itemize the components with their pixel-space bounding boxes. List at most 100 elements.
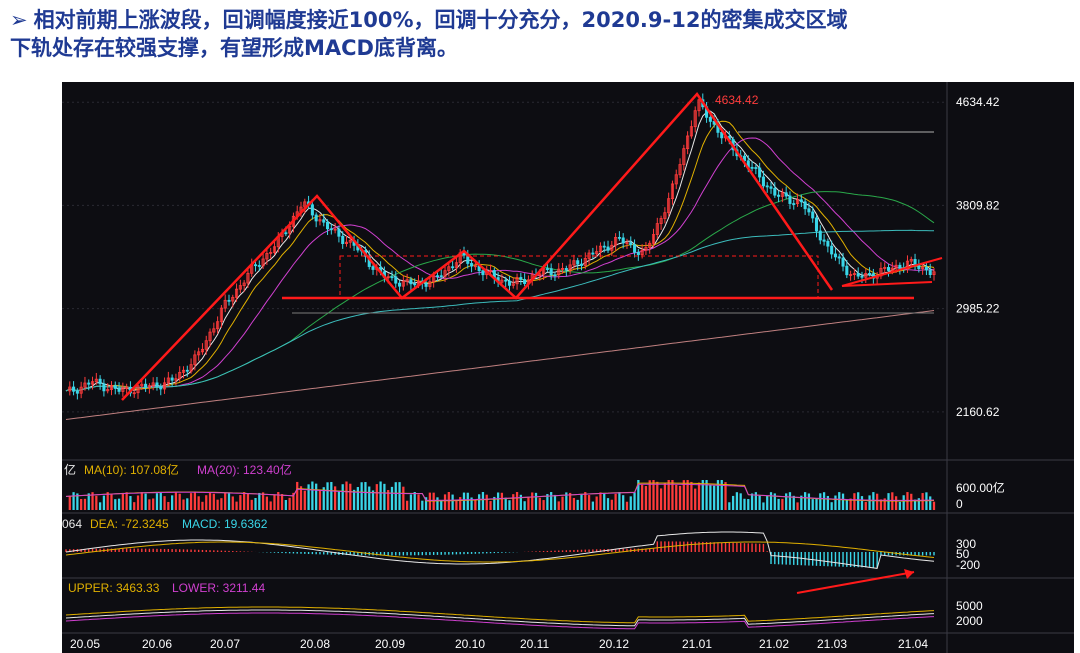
candle-body [333,228,337,231]
candle-body [523,279,527,284]
volume-ma20-line [65,483,935,501]
volume-bar [197,496,200,510]
ma250-line [65,310,935,420]
candle-body [117,388,121,392]
candle-body [447,266,451,272]
volume-bar [902,495,905,510]
volume-bar [629,496,632,510]
volume-bar [459,497,462,510]
x-tick-label: 20.07 [210,637,240,651]
candle-body [87,382,91,385]
candle-body [451,266,455,269]
volume-bar [728,502,731,510]
candle-body [424,282,428,287]
candle-body [561,268,565,270]
volume-bar [853,493,856,510]
volume-bar [163,496,166,510]
volume-bar [534,492,538,510]
volume-bar [250,499,253,510]
volume-bar [580,493,583,510]
volume-bar [205,495,208,510]
x-tick-label: 21.04 [898,637,928,651]
candle-body [655,223,659,235]
volume-bar [288,497,291,510]
candle-body [678,164,682,176]
volume-bar [413,492,416,510]
volume-bar [894,496,898,510]
volume-bar [235,501,238,510]
volume-bar [838,492,841,510]
volume-bar [792,495,795,510]
candle-body [98,378,102,385]
candle-body [470,263,474,267]
volume-bar [709,485,712,510]
candle-body [504,279,508,282]
boll-lower-label: LOWER: 3211.44 [172,581,265,595]
volume-bar [102,495,106,510]
volume-bar [387,490,390,510]
macd-dea-line [65,541,935,563]
volume-bar [231,496,234,510]
macd-tick-50: 50 [956,547,970,561]
candle-body [777,194,781,197]
volume-bar [360,482,363,510]
candle-body [754,167,758,169]
candle-body [595,251,599,255]
candle-body [780,192,784,197]
candle-body [720,131,724,139]
volume-bar [114,499,117,510]
volume-tick-600: 600.00亿 [956,480,1005,495]
candle-body [166,377,170,384]
volume-bar [826,495,830,510]
candle-body [185,369,189,372]
volume-bar [189,493,193,510]
volume-bar [713,485,716,510]
candle-body [253,264,258,267]
volume-bar [273,494,276,510]
x-tick-label: 20.10 [455,637,485,651]
candle-body [856,273,860,277]
divergence-arrow-line [796,571,915,594]
volume-bar [515,492,519,510]
peak-price-label: 4634.42 [715,93,759,107]
candle-body [651,234,656,244]
headline: ➢ 相对前期上涨波段，回调幅度接近100%，回调十分充分，2020.9-12的密集… [10,6,1076,62]
candle-body [481,270,485,276]
volume-bar [398,482,401,510]
candle-body [216,321,220,330]
candle-body [435,275,439,278]
candle-body [113,385,117,389]
candle-body [386,276,390,279]
volume-bar [686,480,689,510]
volume-bar [565,492,568,510]
volume-bar [277,492,280,510]
volume-bar [110,493,113,510]
candle-body [329,228,333,231]
candle-body [883,267,887,269]
candle-body [557,268,561,276]
volume-bar [326,482,329,510]
x-tick-label: 20.11 [520,637,549,651]
volume-bar [883,498,886,510]
candle-body [500,279,504,283]
volume-bar [212,493,215,510]
boll-upper-label: UPPER: 3463.33 [68,581,160,595]
volume-bar [932,501,936,510]
volume-bar [766,495,769,510]
volume-bar [474,500,477,510]
candle-body [538,273,542,276]
volume-bar [201,501,204,510]
candle-body [102,383,106,392]
boll-upper-line [65,606,935,624]
macd-dif-line [65,531,935,569]
volume-bar [614,493,617,510]
candle-body [803,201,807,210]
volume-bar [591,501,594,510]
candle-body [917,265,921,269]
volume-bar [390,486,394,510]
volume-bar [735,492,739,510]
volume-bar [341,484,344,510]
candle-body [94,378,98,383]
candle-body [659,218,663,225]
volume-bar [815,498,818,510]
